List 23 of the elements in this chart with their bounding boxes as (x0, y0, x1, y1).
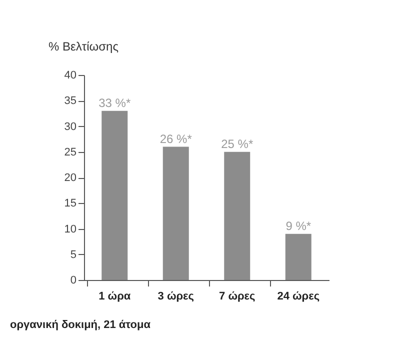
bar (102, 110, 128, 280)
y-tick-label: 25 (64, 146, 76, 158)
data-label: 33 %* (98, 96, 131, 110)
x-tick-label: 3 ώρες (158, 290, 194, 302)
bar (285, 234, 312, 280)
data-label: 9 %* (286, 218, 312, 233)
x-tick-label: 24 ώρες (277, 290, 320, 302)
bar (162, 146, 189, 280)
y-tick-label: 5 (70, 248, 76, 261)
text: οργανική δοκιμή, 21 άτομα (10, 319, 151, 331)
y-tick-label: 40 (64, 70, 76, 82)
y-tick-label: 30 (64, 120, 76, 133)
data-label: 25 %* (221, 136, 254, 151)
y-tick-label: 10 (64, 223, 76, 236)
y-tick-label: 0 (70, 274, 76, 286)
y-tick-label: 20 (64, 172, 76, 184)
y-tick-label: 35 (64, 95, 76, 108)
y-tick-label: 15 (64, 198, 76, 210)
data-label: 26 %* (160, 132, 192, 146)
x-tick-label: 1 ώρα (98, 290, 131, 302)
x-tick-label: 7 ώρες (219, 290, 256, 302)
bar (224, 152, 250, 280)
y-axis-title: % Βελτίωσης (48, 40, 119, 54)
